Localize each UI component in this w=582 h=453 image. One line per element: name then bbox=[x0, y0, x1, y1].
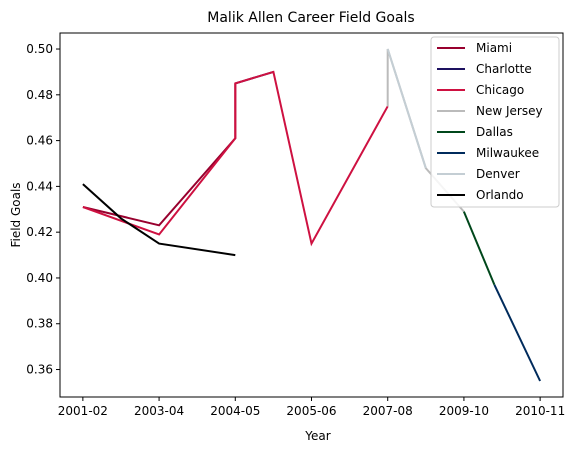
x-tick-label: 2010-11 bbox=[515, 404, 565, 418]
x-axis-label: Year bbox=[304, 429, 330, 443]
y-tick-label: 0.36 bbox=[26, 363, 53, 377]
legend-entry: Orlando bbox=[476, 188, 524, 202]
legend-entry: New Jersey bbox=[476, 104, 543, 118]
legend-entry: Miami bbox=[476, 41, 512, 55]
series-line-milwaukee bbox=[493, 284, 542, 382]
legend-entry: Milwaukee bbox=[476, 146, 539, 160]
legend-entry: Denver bbox=[476, 167, 520, 181]
legend-entry: Chicago bbox=[476, 83, 524, 97]
x-axis: 2001-02 2003-04 2004-05 2005-06 2007-08 2009-… bbox=[58, 397, 565, 418]
x-tick-label: 2009-10 bbox=[439, 404, 489, 418]
legend-entry: Charlotte bbox=[476, 62, 532, 76]
legend-entry: Dallas bbox=[476, 125, 513, 139]
chart-title: Malik Allen Career Field Goals bbox=[207, 10, 414, 26]
y-tick-label: 0.46 bbox=[26, 134, 53, 148]
legend: Miami Charlotte Chicago New Jersey Dallas Mil… bbox=[430, 36, 560, 208]
series-line-chicago bbox=[82, 70, 389, 247]
series-line-denver bbox=[386, 48, 427, 169]
x-tick-label: 2004-05 bbox=[210, 404, 260, 418]
series-line-dallas bbox=[462, 211, 496, 286]
x-tick-label: 2001-02 bbox=[58, 404, 108, 418]
y-tick-label: 0.48 bbox=[26, 88, 53, 102]
x-tick-label: 2005-06 bbox=[286, 404, 336, 418]
y-tick-label: 0.50 bbox=[26, 42, 53, 56]
y-tick-label: 0.44 bbox=[26, 179, 53, 193]
series-layer bbox=[82, 48, 542, 382]
legend-box bbox=[430, 36, 560, 208]
y-tick-label: 0.40 bbox=[26, 271, 53, 285]
x-tick-label: 2003-04 bbox=[134, 404, 184, 418]
y-axis: 0.36 0.38 0.40 0.42 0.44 0.46 0.48 0.50 bbox=[26, 42, 60, 377]
y-tick-label: 0.42 bbox=[26, 225, 53, 239]
x-tick-label: 2007-08 bbox=[363, 404, 413, 418]
y-tick-label: 0.38 bbox=[26, 317, 53, 331]
series-line-orlando bbox=[82, 183, 236, 257]
y-axis-label: Field Goals bbox=[9, 182, 23, 247]
